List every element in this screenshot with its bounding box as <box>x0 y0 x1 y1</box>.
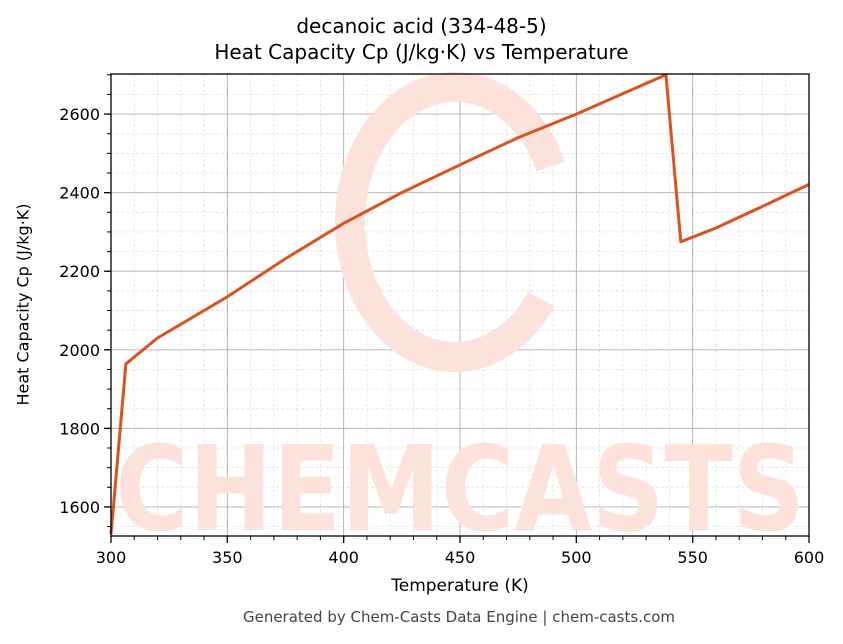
svg-text:1800: 1800 <box>59 419 100 438</box>
svg-text:2600: 2600 <box>59 105 100 124</box>
svg-text:400: 400 <box>328 548 359 567</box>
svg-text:350: 350 <box>212 548 243 567</box>
svg-text:2000: 2000 <box>59 341 100 360</box>
x-axis-ticks: 300 350 400 450 500 550 600 <box>96 536 825 567</box>
svg-text:500: 500 <box>561 548 592 567</box>
svg-text:550: 550 <box>677 548 708 567</box>
y-axis-label: Heat Capacity Cp (J/kg·K) <box>13 203 33 406</box>
chart-title-property: Heat Capacity Cp (J/kg·K) vs Temperature <box>214 40 629 64</box>
svg-text:600: 600 <box>794 548 825 567</box>
svg-text:2400: 2400 <box>59 184 100 203</box>
svg-text:CHEMCASTS: CHEMCASTS <box>115 420 805 558</box>
data-line-cp <box>109 73 810 535</box>
y-axis-ticks: 1600 1800 2000 2200 2400 2600 <box>59 74 111 528</box>
x-axis-label: Temperature (K) <box>391 576 529 596</box>
svg-text:300: 300 <box>96 548 127 567</box>
svg-text:450: 450 <box>445 548 476 567</box>
chart-title-compound: decanoic acid (334-48-5) <box>296 14 547 38</box>
svg-text:2200: 2200 <box>59 262 100 281</box>
svg-text:1600: 1600 <box>59 498 100 517</box>
footer-credit: Generated by Chem-Casts Data Engine | ch… <box>242 608 676 626</box>
watermark: CHEMCASTS <box>115 72 805 558</box>
